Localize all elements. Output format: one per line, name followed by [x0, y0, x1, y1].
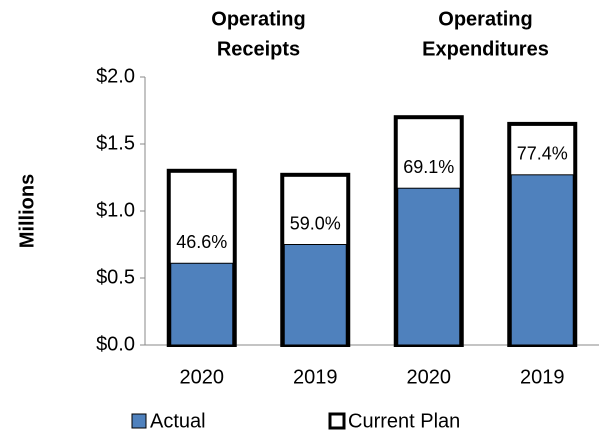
legend-swatch: [328, 412, 346, 430]
y-axis-label: Millions: [16, 174, 38, 248]
group-title: Operating: [438, 8, 532, 30]
legend-label: Actual: [150, 410, 206, 432]
y-tick-label: $1.0: [96, 199, 135, 221]
y-tick-label: $0.5: [96, 266, 135, 288]
x-tick-label: 2019: [293, 366, 338, 388]
percent-label: 77.4%: [517, 144, 568, 164]
actual-bar: [397, 187, 461, 346]
y-tick-label: $0.0: [96, 333, 135, 355]
percent-label: 59.0%: [290, 213, 341, 233]
y-tick-label: $2.0: [96, 65, 135, 87]
group-title: Expenditures: [422, 38, 549, 60]
actual-bar: [283, 244, 347, 346]
legend-swatch: [131, 413, 147, 429]
group-title: Receipts: [217, 38, 300, 60]
actual-bar: [170, 262, 234, 346]
percent-label: 46.6%: [176, 232, 227, 252]
x-tick-label: 2020: [407, 366, 452, 388]
y-tick-label: $1.5: [96, 132, 135, 154]
legend-label: Current Plan: [348, 410, 460, 432]
x-tick-label: 2019: [520, 366, 565, 388]
percent-label: 69.1%: [403, 157, 454, 177]
x-tick-label: 2020: [180, 366, 225, 388]
group-title: Operating: [211, 8, 305, 30]
actual-bar: [510, 174, 574, 346]
